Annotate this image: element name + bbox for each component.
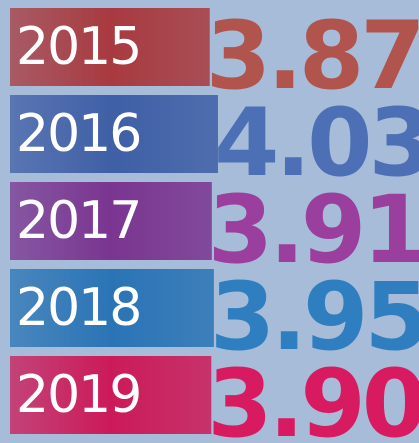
category-label: 2015 (16, 17, 140, 77)
value-label: 3.91 (208, 176, 419, 285)
bar (10, 356, 212, 434)
value-label: 3.90 (207, 350, 419, 443)
bar (10, 8, 210, 86)
value-label: 3.87 (206, 2, 419, 111)
category-label: 2016 (16, 104, 140, 164)
bar (10, 182, 212, 260)
value-label: 3.95 (210, 263, 419, 372)
bar (10, 269, 214, 347)
value-label: 4.03 (214, 89, 419, 198)
category-label: 2019 (16, 365, 140, 425)
bar (10, 95, 218, 173)
category-label: 2017 (16, 191, 140, 251)
category-label: 2018 (16, 278, 140, 338)
